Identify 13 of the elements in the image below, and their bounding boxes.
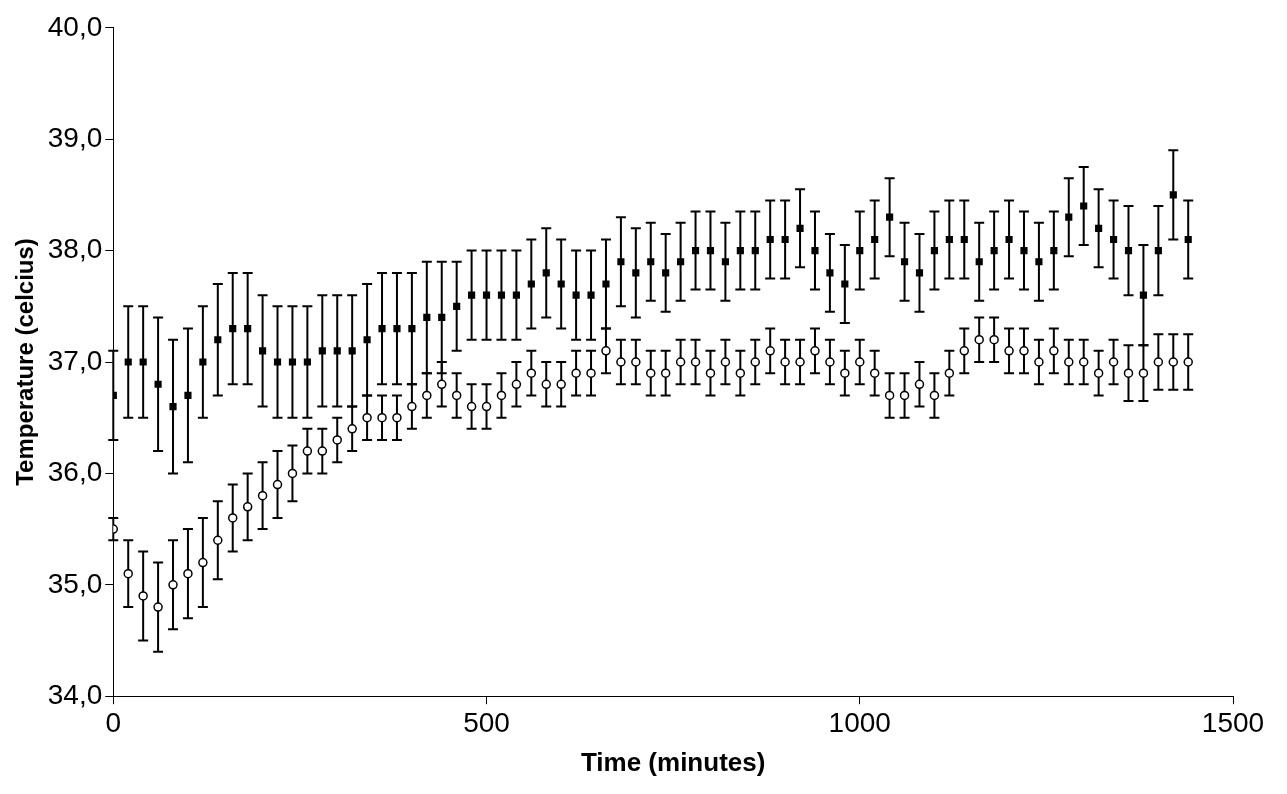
y-tick-label: 38,0 — [47, 233, 103, 265]
y-tick-label: 39,0 — [47, 121, 103, 153]
x-tick-label: 500 — [463, 706, 510, 738]
x-tick-label: 1500 — [1201, 706, 1265, 738]
y-tick-label: 36,0 — [47, 456, 103, 488]
x-tick-label: 1000 — [828, 706, 891, 738]
y-tick-label: 35,0 — [47, 567, 103, 599]
y-axis-title: Temperature (celcius) — [11, 238, 39, 486]
x-tick-label: 0 — [105, 706, 122, 738]
y-tick-label: 34,0 — [47, 678, 103, 710]
x-axis-title: Time (minutes) — [580, 746, 766, 777]
y-tick-label: 40,0 — [47, 10, 103, 42]
y-tick-label: 37,0 — [47, 344, 103, 376]
